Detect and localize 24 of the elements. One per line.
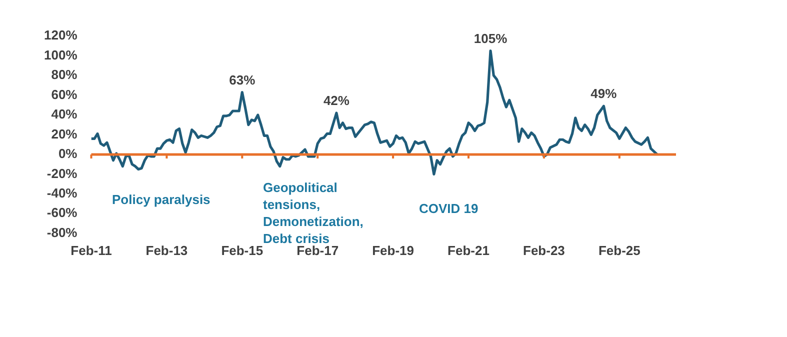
y-tick-label: 80% (51, 67, 78, 82)
y-tick-label: -80% (46, 224, 78, 240)
y-tick-label: 20% (51, 126, 78, 142)
annotation: 49% (590, 86, 618, 102)
y-tick-label: 40% (51, 106, 78, 122)
x-tick-label: Feb-13 (146, 242, 188, 258)
x-tick-label: Feb-25 (598, 242, 640, 258)
y-tick-label: 0% (58, 146, 78, 162)
y-tick-label: -40% (46, 186, 78, 200)
x-tick-label: Feb-11 (70, 242, 112, 258)
annotation: Policy paralysis (112, 192, 210, 208)
annotation: COVID 19 (419, 201, 478, 216)
y-tick-label: 60% (51, 86, 78, 102)
x-tick-label: Feb-23 (523, 242, 565, 258)
y-tick-label: 100% (44, 47, 78, 62)
y-tick-label: 120% (44, 28, 78, 43)
x-tick-label: Feb-21 (448, 242, 490, 258)
x-tick-label: Feb-19 (372, 242, 414, 258)
x-tick-label: Feb-15 (221, 242, 264, 258)
annotation: 105% (474, 30, 508, 46)
annotation: 63% (229, 72, 256, 88)
y-tick-label: -60% (46, 205, 78, 220)
annotation: 42% (323, 93, 350, 108)
y-tick-label: -20% (46, 166, 78, 181)
